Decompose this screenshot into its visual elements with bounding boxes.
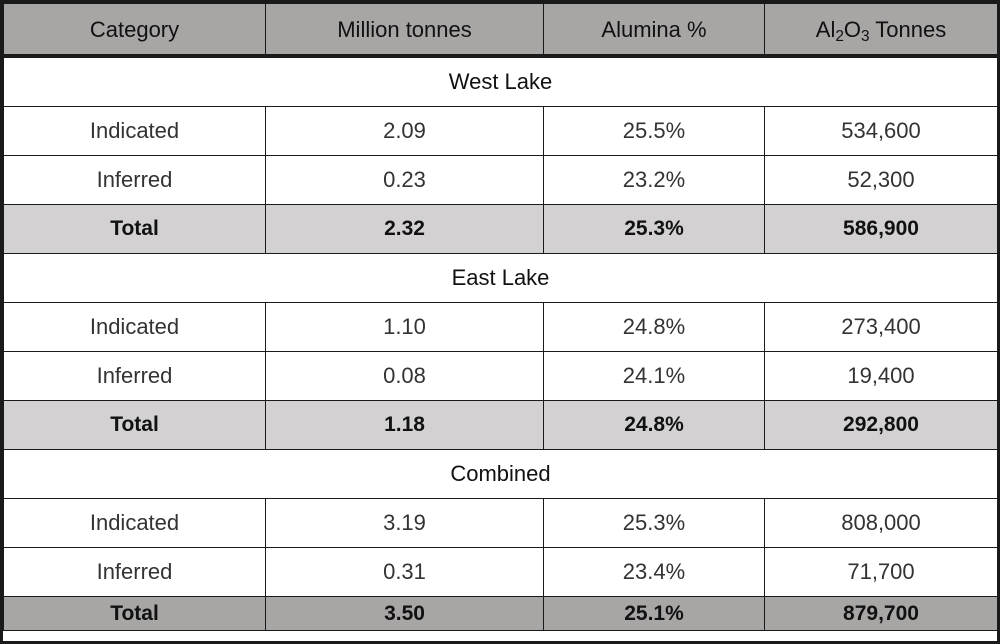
- cell-category: Inferred: [3, 351, 266, 401]
- cell-million-tonnes: 3.19: [265, 498, 544, 548]
- cell-alumina-pct: 23.2%: [543, 155, 765, 205]
- section-title: West Lake: [3, 55, 998, 107]
- total-row-combined: Total 3.50 25.1% 879,700: [3, 596, 998, 631]
- cell-million-tonnes: 1.18: [265, 400, 544, 450]
- cell-alumina-pct: 25.5%: [543, 106, 765, 156]
- cell-million-tonnes: 1.10: [265, 302, 544, 352]
- cell-alumina-pct: 24.8%: [543, 302, 765, 352]
- cell-alumina-pct: 25.3%: [543, 204, 765, 254]
- cell-million-tonnes: 2.32: [265, 204, 544, 254]
- cell-al2o3-tonnes: 19,400: [764, 351, 998, 401]
- total-row: Total 1.18 24.8% 292,800: [3, 400, 998, 450]
- cell-al2o3-tonnes: 879,700: [764, 596, 998, 631]
- header-category: Category: [3, 3, 266, 58]
- al2o3-sub1: 2: [835, 27, 844, 45]
- section-row-east-lake: East Lake: [3, 253, 998, 303]
- header-alumina-pct: Alumina %: [543, 3, 765, 58]
- al2o3-sub2: 3: [861, 27, 870, 45]
- cell-million-tonnes: 0.23: [265, 155, 544, 205]
- cell-al2o3-tonnes: 534,600: [764, 106, 998, 156]
- cell-category: Indicated: [3, 302, 266, 352]
- al2o3-prefix: Al: [815, 17, 836, 42]
- total-row: Total 2.32 25.3% 586,900: [3, 204, 998, 254]
- cell-category: Total: [3, 204, 266, 254]
- cell-million-tonnes: 2.09: [265, 106, 544, 156]
- header-row: Category Million tonnes Alumina % Al2O3 …: [3, 3, 998, 58]
- section-title: East Lake: [3, 253, 998, 303]
- table-row: Indicated 1.10 24.8% 273,400: [3, 302, 998, 352]
- cell-category: Inferred: [3, 155, 266, 205]
- header-al2o3-tonnes: Al2O3 Tonnes: [764, 3, 998, 58]
- cell-alumina-pct: 25.3%: [543, 498, 765, 548]
- cell-category: Inferred: [3, 547, 266, 597]
- cell-al2o3-tonnes: 52,300: [764, 155, 998, 205]
- table-row: Indicated 2.09 25.5% 534,600: [3, 106, 998, 156]
- table-row: Inferred 0.08 24.1% 19,400: [3, 351, 998, 401]
- cell-category: Indicated: [3, 498, 266, 548]
- section-row-combined: Combined: [3, 449, 998, 499]
- cell-al2o3-tonnes: 808,000: [764, 498, 998, 548]
- cell-alumina-pct: 24.1%: [543, 351, 765, 401]
- cell-million-tonnes: 0.31: [265, 547, 544, 597]
- cell-al2o3-tonnes: 273,400: [764, 302, 998, 352]
- cell-al2o3-tonnes: 71,700: [764, 547, 998, 597]
- cell-category: Indicated: [3, 106, 266, 156]
- cell-al2o3-tonnes: 586,900: [764, 204, 998, 254]
- cell-category: Total: [3, 400, 266, 450]
- al2o3-mid: O: [843, 17, 862, 42]
- cell-alumina-pct: 24.8%: [543, 400, 765, 450]
- al2o3-suffix: Tonnes: [869, 17, 947, 42]
- cell-alumina-pct: 25.1%: [543, 596, 765, 631]
- table-row: Inferred 0.31 23.4% 71,700: [3, 547, 998, 597]
- header-million-tonnes: Million tonnes: [265, 3, 544, 58]
- table-row: Inferred 0.23 23.2% 52,300: [3, 155, 998, 205]
- cell-million-tonnes: 0.08: [265, 351, 544, 401]
- cell-alumina-pct: 23.4%: [543, 547, 765, 597]
- section-row-west-lake: West Lake: [3, 55, 998, 107]
- section-title: Combined: [3, 449, 998, 499]
- table-row: Indicated 3.19 25.3% 808,000: [3, 498, 998, 548]
- cell-category: Total: [3, 596, 266, 631]
- cell-al2o3-tonnes: 292,800: [764, 400, 998, 450]
- resource-table: Category Million tonnes Alumina % Al2O3 …: [3, 3, 998, 631]
- cell-million-tonnes: 3.50: [265, 596, 544, 631]
